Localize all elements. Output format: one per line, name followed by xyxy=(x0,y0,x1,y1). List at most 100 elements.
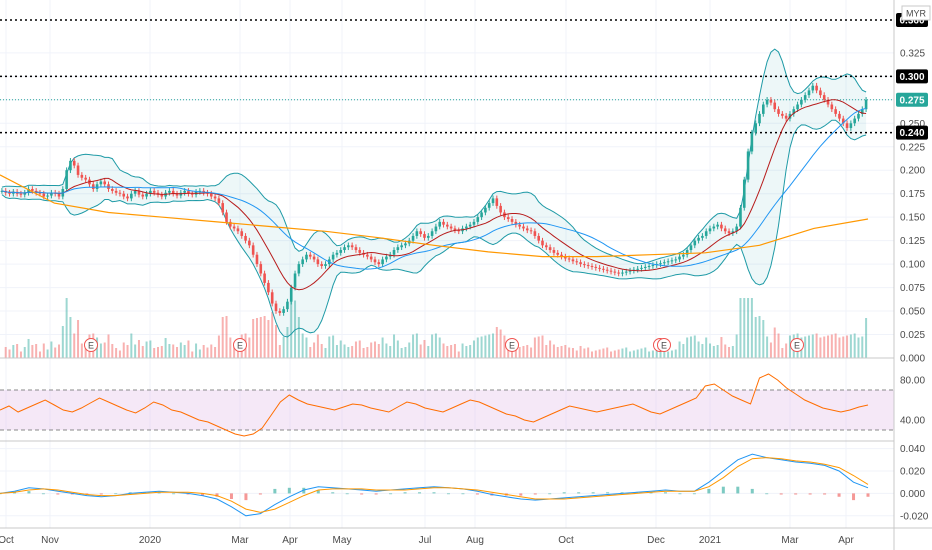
volume-bar xyxy=(865,318,868,358)
volume-bar xyxy=(408,342,411,358)
candle-body xyxy=(434,226,438,232)
candle-body xyxy=(84,177,87,180)
macd-histogram-bar xyxy=(56,493,60,495)
volume-bar xyxy=(396,340,399,358)
candle-body xyxy=(145,193,148,197)
candle-body xyxy=(708,228,712,232)
candle-body xyxy=(643,266,647,268)
earnings-marker-label: E xyxy=(794,341,800,351)
volume-bar xyxy=(739,298,742,358)
volume-bar xyxy=(187,340,190,358)
volume-bar xyxy=(750,298,753,358)
candle-body xyxy=(815,85,818,91)
candle-body xyxy=(65,170,68,189)
macd-histogram-bar xyxy=(721,486,725,494)
volume-bar xyxy=(667,351,670,358)
candle-body xyxy=(160,194,164,197)
macd-tick-label: 0.040 xyxy=(900,444,925,455)
candle-body xyxy=(350,245,354,248)
volume-bar xyxy=(305,337,308,358)
volume-bar xyxy=(541,335,544,358)
time-scale[interactable]: Oct Nov 2020 Mar Apr May Jul Aug Oct Dec 2021 Mar Ap… xyxy=(0,535,854,546)
candle-body xyxy=(636,268,639,270)
candle-body xyxy=(693,240,697,246)
volume-bar xyxy=(393,334,396,358)
candle-body xyxy=(716,224,719,227)
macd-pane xyxy=(0,448,894,517)
candle-body xyxy=(491,198,495,204)
earnings-marker-circle xyxy=(505,338,519,352)
macd-histogram-bar xyxy=(866,493,870,497)
macd-histogram-bar xyxy=(432,492,436,494)
candle-body xyxy=(468,224,472,227)
candle-body xyxy=(617,272,620,274)
candle-body xyxy=(331,254,335,260)
volume-bar xyxy=(328,336,331,358)
volume-bar xyxy=(651,350,654,358)
volume-bar xyxy=(492,333,495,358)
volume-bar xyxy=(354,341,357,358)
candle-body xyxy=(225,212,228,222)
candle-body xyxy=(575,261,579,263)
volume-bar xyxy=(58,344,61,358)
volume-bar xyxy=(278,345,281,358)
price-scale[interactable]: 0.325 0.300 0.275 0.250 0.225 0.200 0.175 0.150… xyxy=(896,13,929,522)
volume-bar xyxy=(697,341,700,358)
macd-tick-label: 0.000 xyxy=(900,489,925,500)
volume-bar xyxy=(861,336,864,358)
price-tick-label: 0.150 xyxy=(900,213,925,224)
macd-histogram-bar xyxy=(635,492,639,494)
volume-bar xyxy=(827,335,830,358)
volume-bar xyxy=(31,345,34,358)
volume-bar xyxy=(781,348,784,358)
volume-bar xyxy=(522,346,525,358)
volume-bar xyxy=(168,344,171,358)
volume-bar xyxy=(644,347,647,358)
candle-body xyxy=(510,219,514,222)
volume-bar xyxy=(507,345,510,358)
volume-bar xyxy=(686,337,689,358)
candle-body xyxy=(335,252,339,255)
candle-body xyxy=(822,95,826,100)
candle-body xyxy=(628,270,632,272)
candle-body xyxy=(853,118,856,124)
volume-bar xyxy=(134,344,137,358)
macd-tick-label: -0.020 xyxy=(900,511,929,522)
macd-histogram-bar xyxy=(273,488,277,494)
volume-bar xyxy=(267,320,270,358)
volume-bar xyxy=(77,320,80,358)
candle-body xyxy=(415,231,419,236)
volume-bar xyxy=(160,346,163,358)
macd-histogram-bar xyxy=(85,493,89,495)
volume-bar xyxy=(179,342,182,358)
candle-body xyxy=(23,192,27,195)
volume-bar xyxy=(73,333,76,358)
candle-body xyxy=(476,217,480,222)
candle-body xyxy=(449,226,453,229)
candle-body xyxy=(274,303,278,312)
volume-bar xyxy=(484,335,487,358)
bollinger-band-fill xyxy=(1,48,867,338)
candle-body xyxy=(704,231,708,236)
volume-bar xyxy=(294,300,297,358)
macd-histogram-bar xyxy=(779,493,783,495)
candle-body xyxy=(270,292,274,304)
candle-body xyxy=(50,192,53,196)
volume-bar xyxy=(743,298,746,358)
macd-line xyxy=(0,453,869,517)
volume-bar xyxy=(69,317,72,358)
volume-bar xyxy=(571,348,574,358)
volume-bar xyxy=(431,334,434,358)
candle-body xyxy=(723,228,727,232)
time-tick-label: Apr xyxy=(282,535,298,546)
volume-bar xyxy=(747,298,750,358)
volume-bar xyxy=(248,337,251,358)
candle-body xyxy=(297,264,301,274)
price-label-box xyxy=(896,92,928,107)
macd-histogram-bar xyxy=(837,493,841,497)
volume-bar xyxy=(849,334,852,358)
candle-body xyxy=(556,252,560,255)
price-label-text: 0.240 xyxy=(899,128,924,139)
candle-body xyxy=(609,270,613,272)
